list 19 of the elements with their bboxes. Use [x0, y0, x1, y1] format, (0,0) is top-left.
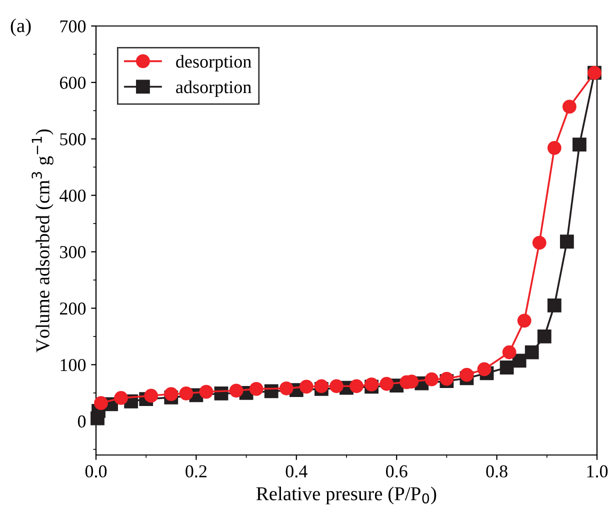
y-tick-label: 300: [60, 246, 86, 258]
y-tick-label: 400: [60, 190, 86, 202]
x-tick-label: 0.4: [286, 465, 308, 478]
text: (a): [10, 18, 31, 36]
x-tick-label: 0.2: [186, 465, 206, 478]
y-tick-label: 0: [78, 415, 86, 428]
y-tick-label: 500: [60, 133, 86, 146]
x-tick-label: 1.0: [587, 465, 608, 478]
x-tick-label: 0.0: [85, 465, 107, 478]
y-tick-label: 100: [60, 358, 86, 372]
y-tick-label: 700: [60, 20, 86, 32]
legend-label: desorption: [176, 55, 252, 72]
legend-label: adsorption: [176, 80, 252, 97]
y-tick-label: 200: [60, 302, 86, 315]
y-axis-title: Volume adsorbed (cm$^{3}$ g$^{−1}$): [32, 129, 54, 352]
x-axis-title: Relative presure (P/P$_{0}$): [256, 486, 436, 504]
x-tick-label: 0.8: [486, 465, 508, 478]
y-tick-label: 600: [60, 76, 86, 89]
x-tick-label: 0.6: [386, 465, 408, 478]
